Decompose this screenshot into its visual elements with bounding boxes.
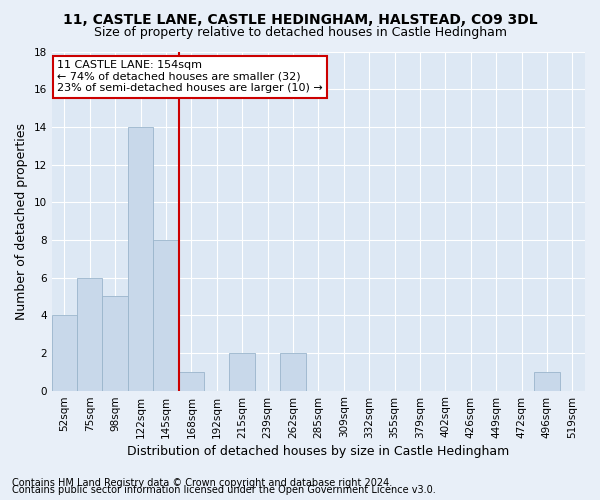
Bar xyxy=(153,240,179,390)
Bar xyxy=(103,296,128,390)
Text: Contains public sector information licensed under the Open Government Licence v3: Contains public sector information licen… xyxy=(12,485,436,495)
Bar xyxy=(128,127,153,390)
X-axis label: Distribution of detached houses by size in Castle Hedingham: Distribution of detached houses by size … xyxy=(127,444,509,458)
Bar xyxy=(77,278,103,390)
Bar xyxy=(229,353,255,391)
Bar xyxy=(534,372,560,390)
Text: Size of property relative to detached houses in Castle Hedingham: Size of property relative to detached ho… xyxy=(94,26,506,39)
Text: 11, CASTLE LANE, CASTLE HEDINGHAM, HALSTEAD, CO9 3DL: 11, CASTLE LANE, CASTLE HEDINGHAM, HALST… xyxy=(62,12,538,26)
Bar xyxy=(52,315,77,390)
Bar xyxy=(179,372,204,390)
Y-axis label: Number of detached properties: Number of detached properties xyxy=(15,122,28,320)
Text: Contains HM Land Registry data © Crown copyright and database right 2024.: Contains HM Land Registry data © Crown c… xyxy=(12,478,392,488)
Text: 11 CASTLE LANE: 154sqm
← 74% of detached houses are smaller (32)
23% of semi-det: 11 CASTLE LANE: 154sqm ← 74% of detached… xyxy=(57,60,323,93)
Bar xyxy=(280,353,305,391)
